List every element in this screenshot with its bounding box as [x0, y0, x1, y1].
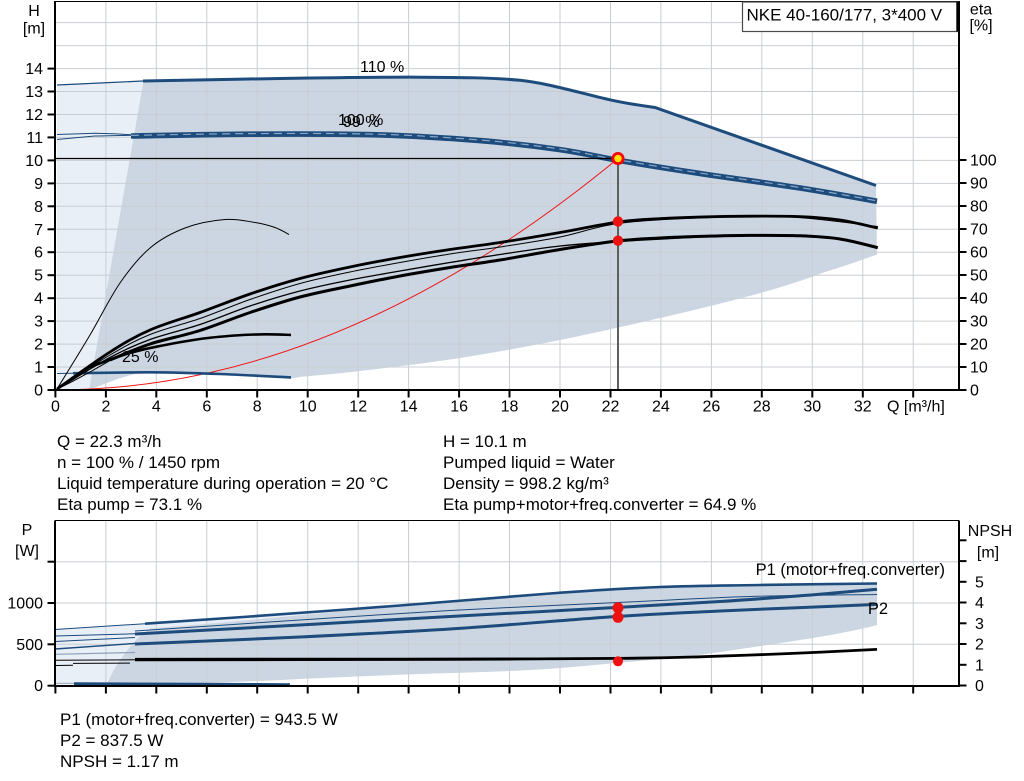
svg-text:99 %: 99 %	[343, 114, 379, 131]
svg-text:4: 4	[975, 595, 984, 612]
svg-text:40: 40	[970, 291, 988, 308]
svg-text:1: 1	[34, 360, 43, 377]
svg-text:14: 14	[25, 61, 43, 78]
svg-text:P1 (motor+freq.converter): P1 (motor+freq.converter)	[756, 561, 945, 579]
svg-text:70: 70	[970, 222, 988, 239]
svg-text:30: 30	[803, 399, 821, 416]
svg-text:0: 0	[34, 678, 43, 695]
svg-text:Q [m³/h]: Q [m³/h]	[887, 399, 945, 416]
svg-text:22: 22	[602, 399, 620, 416]
svg-text:2: 2	[34, 337, 43, 354]
svg-text:[W]: [W]	[15, 543, 39, 560]
svg-text:9: 9	[34, 176, 43, 193]
svg-text:80: 80	[970, 199, 988, 216]
svg-text:5: 5	[975, 574, 984, 591]
svg-text:7: 7	[34, 222, 43, 239]
svg-text:24: 24	[652, 399, 670, 416]
svg-text:Eta pump = 73.1 %: Eta pump = 73.1 %	[57, 495, 202, 514]
svg-text:10: 10	[299, 399, 317, 416]
svg-text:10: 10	[970, 360, 988, 377]
svg-text:28: 28	[753, 399, 771, 416]
svg-text:11: 11	[26, 130, 43, 147]
svg-text:110 %: 110 %	[360, 59, 404, 76]
svg-text:30: 30	[970, 314, 988, 331]
svg-text:12: 12	[349, 399, 367, 416]
svg-text:26: 26	[703, 399, 721, 416]
svg-text:10: 10	[25, 153, 43, 170]
svg-text:Pumped liquid = Water: Pumped liquid = Water	[443, 453, 615, 472]
svg-text:8: 8	[253, 399, 262, 416]
svg-text:[%]: [%]	[969, 18, 992, 35]
svg-text:13: 13	[25, 84, 43, 101]
svg-text:20: 20	[970, 337, 988, 354]
svg-text:60: 60	[970, 245, 988, 262]
svg-text:3: 3	[34, 314, 43, 331]
svg-text:Liquid temperature during oper: Liquid temperature during operation = 20…	[57, 474, 388, 493]
svg-text:Density = 998.2 kg/m³: Density = 998.2 kg/m³	[443, 474, 609, 493]
svg-text:100 %: 100 %	[338, 112, 383, 129]
svg-text:1: 1	[975, 657, 984, 674]
svg-text:[m]: [m]	[977, 545, 999, 562]
svg-text:NPSH = 1.17 m: NPSH = 1.17 m	[60, 752, 179, 771]
svg-text:25 %: 25 %	[122, 349, 158, 366]
svg-text:8: 8	[34, 199, 43, 216]
svg-text:14: 14	[400, 399, 418, 416]
svg-text:NKE 40-160/177, 3*400 V: NKE 40-160/177, 3*400 V	[747, 6, 943, 25]
svg-text:18: 18	[501, 399, 519, 416]
svg-text:50: 50	[970, 268, 988, 285]
svg-text:P2 = 837.5 W: P2 = 837.5 W	[60, 731, 163, 750]
svg-text:Q = 22.3 m³/h: Q = 22.3 m³/h	[57, 432, 161, 451]
svg-text:6: 6	[202, 399, 211, 416]
svg-text:NPSH: NPSH	[968, 523, 1012, 540]
svg-text:1000: 1000	[7, 596, 43, 613]
svg-text:P1 (motor+freq.converter) = 94: P1 (motor+freq.converter) = 943.5 W	[60, 710, 338, 729]
svg-text:2: 2	[101, 399, 110, 416]
svg-text:Eta pump+motor+freq.converter: Eta pump+motor+freq.converter = 64.9 %	[443, 495, 756, 514]
svg-text:P: P	[22, 522, 33, 539]
svg-text:100: 100	[970, 153, 997, 170]
svg-text:32: 32	[854, 399, 872, 416]
svg-text:4: 4	[152, 399, 161, 416]
svg-text:16: 16	[450, 399, 468, 416]
svg-text:P2: P2	[868, 600, 888, 618]
svg-text:[m]: [m]	[23, 21, 45, 38]
svg-text:6: 6	[34, 245, 43, 262]
svg-text:0: 0	[970, 383, 979, 400]
svg-text:n = 100 % / 1450 rpm: n = 100 % / 1450 rpm	[57, 453, 220, 472]
svg-text:500: 500	[16, 637, 43, 654]
svg-text:0: 0	[51, 399, 60, 416]
svg-text:90: 90	[970, 176, 988, 193]
svg-text:20: 20	[551, 399, 569, 416]
svg-text:4: 4	[34, 291, 43, 308]
svg-text:eta: eta	[970, 2, 992, 19]
svg-text:3: 3	[975, 616, 984, 633]
svg-text:H = 10.1 m: H = 10.1 m	[443, 432, 527, 451]
svg-text:0: 0	[975, 678, 984, 695]
svg-text:12: 12	[25, 107, 43, 124]
svg-text:0: 0	[34, 383, 43, 400]
svg-text:2: 2	[975, 637, 984, 654]
svg-text:5: 5	[34, 268, 43, 285]
svg-text:H: H	[28, 3, 40, 20]
